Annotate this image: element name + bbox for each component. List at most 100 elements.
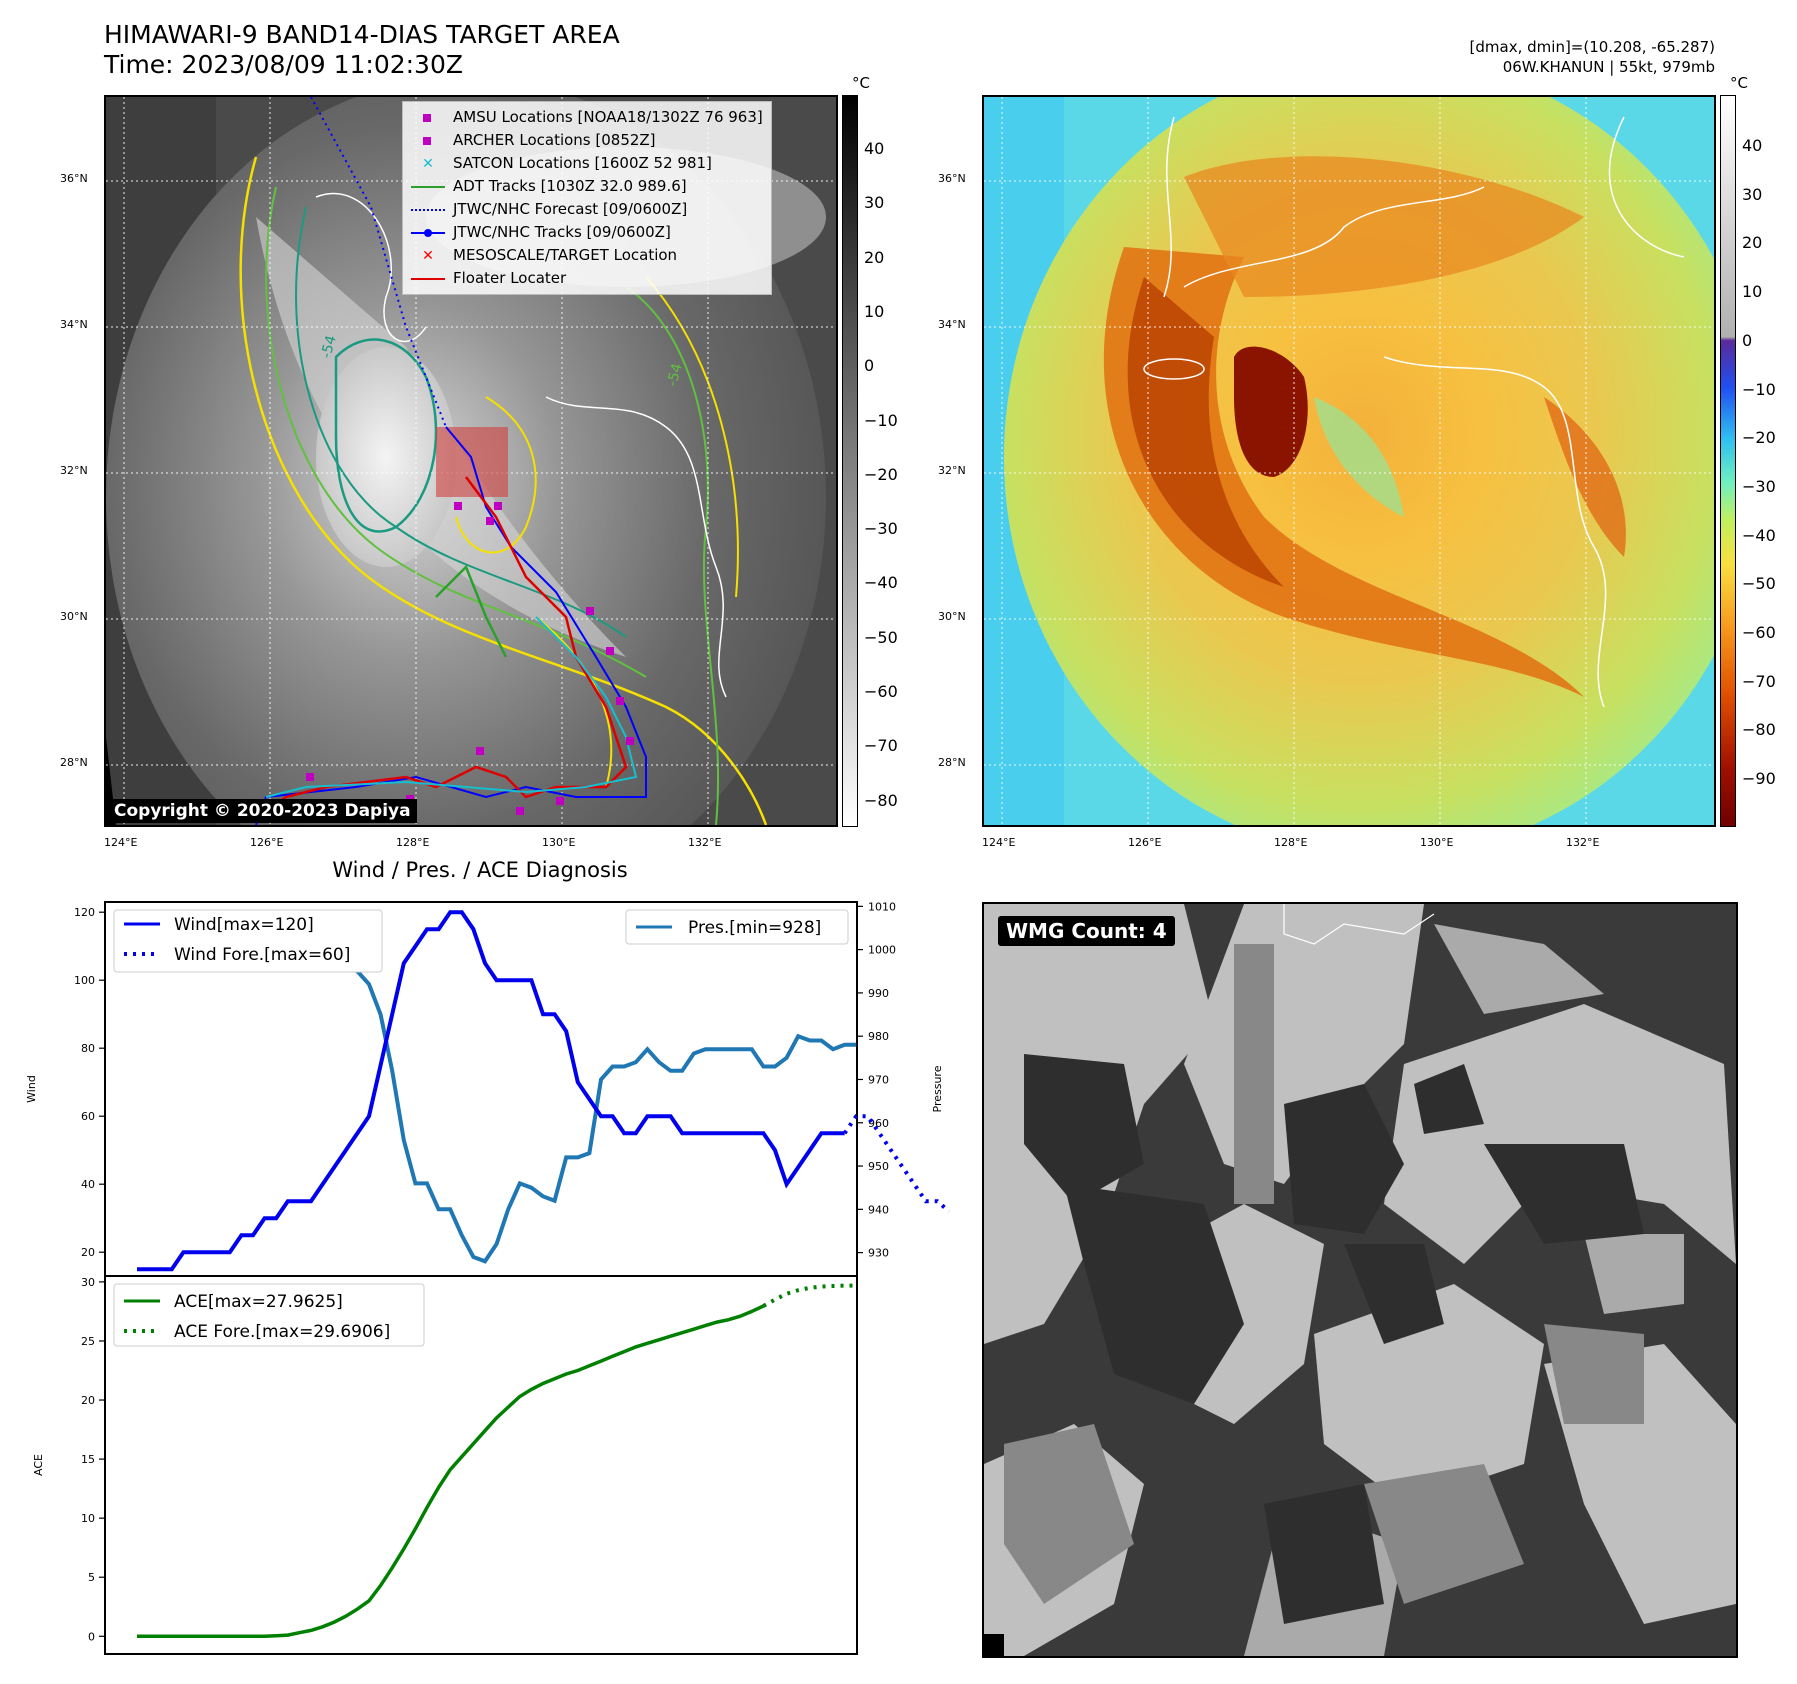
- ir-grayscale-map: -54 -54 AMSU Locations [NOAA18/1302Z 76 …: [104, 95, 838, 827]
- grayscale-colorbar: [842, 95, 858, 827]
- wind-axis-label: Wind: [25, 1075, 38, 1103]
- colorbar-tick-label: 0: [864, 356, 875, 376]
- lat-label: 28°N: [938, 756, 966, 769]
- colorbar-tick-label: −30: [1742, 476, 1776, 496]
- ir-colored-map-svg: [984, 97, 1714, 825]
- diagnosis-title: Wind / Pres. / ACE Diagnosis: [332, 858, 628, 882]
- pressure-tick-label: 1000: [868, 944, 896, 957]
- wmg-count-badge: WMG Count: 4: [998, 916, 1175, 946]
- legend-item-amsu: AMSU Locations [NOAA18/1302Z 76 963]: [411, 106, 763, 129]
- colorbar-tick-label: −10: [1742, 379, 1776, 399]
- ace-ticks: 0 5 10 15 20 25 30: [81, 1276, 105, 1643]
- series-line: [842, 1114, 951, 1213]
- lon-label: 124°E: [104, 836, 138, 849]
- lon-label: 132°E: [688, 836, 722, 849]
- lat-label: 36°N: [60, 172, 88, 185]
- pressure-tick-label: 1010: [868, 900, 896, 913]
- colorbar-unit: °C: [1730, 74, 1748, 92]
- colorbar-tick-label: −10: [864, 410, 898, 430]
- colorbar-tick-label: −80: [1742, 720, 1776, 740]
- series-line: [137, 1304, 765, 1639]
- line-icon: [411, 272, 445, 286]
- pressure-axis-label: Pressure: [931, 1065, 944, 1112]
- colorbar-tick-label: −40: [1742, 525, 1776, 545]
- wmg-panel: WMG Count: 4: [982, 902, 1738, 1658]
- pressure-tick-label: 980: [868, 1030, 889, 1043]
- square-marker-icon: [411, 111, 445, 125]
- colorbar-tick-label: −30: [864, 519, 898, 539]
- lon-label: 130°E: [542, 836, 576, 849]
- line-dot-icon: [411, 226, 445, 240]
- contour-label: -54: [664, 362, 685, 388]
- colorbar-tick-label: −50: [864, 627, 898, 647]
- colorbar-tick-label: −60: [864, 682, 898, 701]
- wmg-grid-svg: [984, 904, 1736, 1656]
- colorbar-tick-label: −90: [1742, 769, 1776, 789]
- series-line: [137, 910, 845, 1272]
- map-title: HIMAWARI-9 BAND14-DIAS TARGET AREA: [104, 20, 620, 49]
- lat-label: 34°N: [938, 318, 966, 331]
- lat-label: 32°N: [60, 464, 88, 477]
- colorbar-tick-label: −70: [1742, 671, 1776, 691]
- lat-label: 30°N: [938, 610, 966, 623]
- lat-label: 36°N: [938, 172, 966, 185]
- ace-legend: ACE[max=27.9625] ACE Fore.[max=29.6906]: [113, 1283, 425, 1347]
- legend-item-adt: ADT Tracks [1030Z 32.0 989.6]: [411, 175, 763, 198]
- color-colorbar: [1720, 95, 1736, 827]
- lon-label: 126°E: [250, 836, 284, 849]
- ace-tick-label: 20: [81, 1394, 95, 1407]
- wind-tick-label: 20: [81, 1246, 95, 1259]
- ir-colored-map: [982, 95, 1716, 827]
- lon-label: 126°E: [1128, 836, 1162, 849]
- lat-label: 32°N: [938, 464, 966, 477]
- ace-tick-label: 25: [81, 1335, 95, 1348]
- legend-label: Wind Fore.[max=60]: [174, 945, 350, 965]
- legend-item-jtwc-tracks: JTWC/NHC Tracks [09/0600Z]: [411, 221, 763, 244]
- legend-label: ACE Fore.[max=29.6906]: [174, 1322, 390, 1342]
- colorbar-tick-label: 30: [864, 193, 885, 213]
- legend-item-floater: Floater Locater: [411, 267, 763, 290]
- colorbar-tick-label: −70: [864, 736, 898, 756]
- storm-info-label: 06W.KHANUN | 55kt, 979mb: [1502, 58, 1715, 76]
- contour-label: -54: [318, 334, 339, 360]
- map-legend: AMSU Locations [NOAA18/1302Z 76 963] ARC…: [402, 101, 772, 295]
- colorbar-unit: °C: [852, 74, 870, 92]
- wind-tick-label: 120: [74, 906, 95, 919]
- copyright-badge: Copyright © 2020-2023 Dapiya: [108, 799, 417, 823]
- colorbar-tick-label: 10: [1742, 282, 1763, 302]
- ace-tick-label: 30: [81, 1276, 95, 1289]
- pressure-tick-label: 950: [868, 1160, 889, 1173]
- ace-tick-label: 5: [88, 1571, 95, 1584]
- pressure-ticks: 930 940 950 960 970 980 990 1000 1010: [857, 900, 896, 1260]
- colorbar-tick-label: 20: [864, 247, 885, 267]
- legend-label: Wind[max=120]: [174, 915, 314, 935]
- colorbar-tick-label: −50: [1742, 574, 1776, 594]
- wind-tick-label: 80: [81, 1042, 95, 1055]
- colorbar-tick-label: −80: [864, 790, 898, 810]
- dmax-dmin-label: [dmax, dmin]=(10.208, -65.287): [1469, 38, 1715, 56]
- colorbar-tick-label: −20: [864, 464, 898, 484]
- lon-label: 132°E: [1566, 836, 1600, 849]
- legend-item-mesoscale: ✕ MESOSCALE/TARGET Location: [411, 244, 763, 267]
- x-marker-icon: ✕: [422, 155, 434, 172]
- pressure-tick-label: 960: [868, 1117, 889, 1130]
- line-icon: [411, 180, 445, 194]
- lon-label: 128°E: [1274, 836, 1308, 849]
- legend-label: Pres.[min=928]: [688, 918, 821, 938]
- ace-axis-label: ACE: [32, 1454, 45, 1476]
- colorbar-tick-label: −60: [1742, 623, 1776, 642]
- pressure-legend: Pres.[min=928]: [625, 909, 849, 945]
- square-marker-icon: [411, 134, 445, 148]
- lon-label: 128°E: [396, 836, 430, 849]
- wind-tick-label: 60: [81, 1110, 95, 1123]
- ace-tick-label: 15: [81, 1453, 95, 1466]
- lat-label: 34°N: [60, 318, 88, 331]
- lon-label: 124°E: [982, 836, 1016, 849]
- colorbar-tick-label: 10: [864, 301, 885, 321]
- colorbar-tick-label: 40: [1742, 136, 1763, 155]
- legend-item-satcon: ✕ SATCON Locations [1600Z 52 981]: [411, 152, 763, 175]
- pressure-tick-label: 940: [868, 1203, 889, 1216]
- wind-tick-label: 40: [81, 1178, 95, 1191]
- series-line: [762, 1283, 857, 1308]
